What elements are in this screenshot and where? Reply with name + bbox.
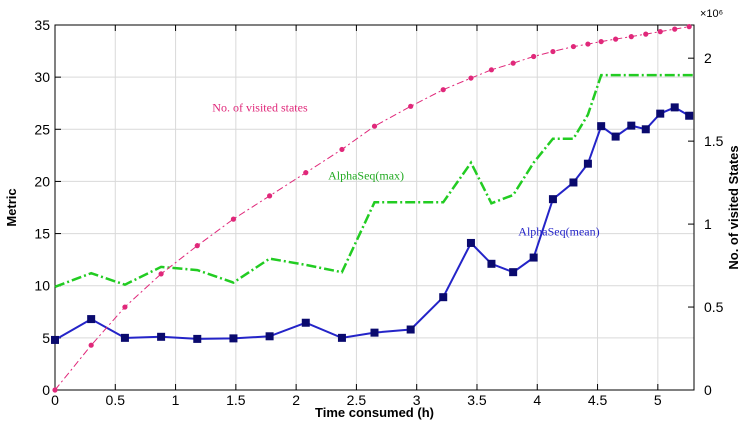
series-1-point [670,103,679,112]
series-1-point [583,159,592,168]
y-tick-label-left: 10 [34,278,50,294]
axis-ticks [54,24,694,391]
series-1-point [641,125,650,134]
y-tick-label-right: 0.5 [704,299,724,315]
series-annotation: AlphaSeq(mean) [518,225,599,239]
y-tick-label-left: 20 [34,173,50,189]
series-1-point [466,238,475,247]
series-1-point [487,259,496,268]
series-1-point [157,332,166,341]
series-3-point [585,41,591,47]
y-tick-label-right: 0 [704,382,712,398]
series-1-point [406,325,415,334]
series-1-point [370,328,379,337]
series-3-point [613,36,619,42]
series-3-point [158,271,164,277]
x-tick-label: 5 [654,392,662,408]
x-tick-label: 0.5 [106,392,126,408]
series-3-point [194,243,200,249]
y-tick-label-right: 1 [704,216,712,232]
series-3-point [339,146,345,153]
series-1-point [439,293,448,302]
x-tick-label: 2 [292,392,300,408]
series-1-point [548,195,557,204]
x-tick-label: 4.5 [588,392,608,408]
series-annotation: No. of visited states [212,101,308,115]
series-3-point [550,48,556,55]
series-3-point [657,29,663,35]
y-tick-label-left: 35 [34,17,50,33]
series-3-point [88,342,94,348]
series-1-point [265,332,274,341]
series-3-point [52,387,58,393]
series-1-point [529,253,538,262]
y-tick-label-left: 0 [42,382,50,398]
series-1-line [54,106,690,341]
y-tick-label-left: 30 [34,69,50,85]
x-tick-label: 1.5 [226,392,246,408]
y-axis-title-left: Metric [4,188,19,226]
series-3-point [230,216,237,222]
series-3-point [531,53,537,60]
series-3-point [371,123,378,129]
series-3-point [686,24,692,30]
series-3-point [267,193,273,199]
series-1-point [87,315,96,324]
series-1-point [51,335,59,344]
series-3-point [510,60,516,66]
series-3-point [122,304,128,310]
y-tick-label-right: 2 [704,50,712,66]
series-1-point [193,334,202,343]
x-tick-label: 2.5 [347,392,367,408]
right-axis-multiplier: ×10⁶ [700,8,723,20]
series-3-point [468,75,474,81]
series-3-point [643,31,649,37]
x-tick-label: 3.5 [467,392,487,408]
plot-area-frame [54,24,695,391]
series-1-point [597,122,606,131]
series-3-line [54,26,690,391]
series-1-point [611,132,620,141]
series-1-point [685,111,694,120]
x-tick-label: 3 [413,392,421,408]
series-3-point [570,43,577,50]
series-1-point [120,333,129,342]
series-1-point [627,121,636,130]
series-3-point [488,67,495,73]
y-tick-label-right: 1.5 [704,133,724,149]
labels-group: 0 0.5 1 1.5 2 2.5 3 3.5 4 4.5 5 0 5 10 15 20 25 30 35 0 0.5 1… [34,17,723,408]
series-3-point [303,170,309,176]
y-tick-label-left: 5 [42,330,50,346]
series-1-point [569,178,578,187]
x-axis-title: Time consumed (h) [315,405,434,420]
series-3-point [672,26,678,32]
series-1-point [301,318,310,327]
series-group [51,24,694,393]
y-axis-title-right: No. of visited States [726,145,741,269]
series-2-line [54,73,694,288]
series-3-point [440,87,446,93]
x-tick-label: 4 [533,392,541,408]
x-tick-label: 1 [172,392,180,408]
series-1-point [509,268,518,277]
y-tick-label-left: 25 [34,121,50,137]
series-3-point [408,103,414,109]
y-tick-label-left: 15 [34,226,50,242]
series-annotation: AlphaSeq(max) [328,168,404,182]
x-tick-label: 0 [51,392,59,408]
series-3-point [598,38,604,45]
series-1-point [229,334,238,343]
series-1-point [656,109,665,118]
series-1-point [337,333,346,342]
series-3-point [628,34,634,40]
